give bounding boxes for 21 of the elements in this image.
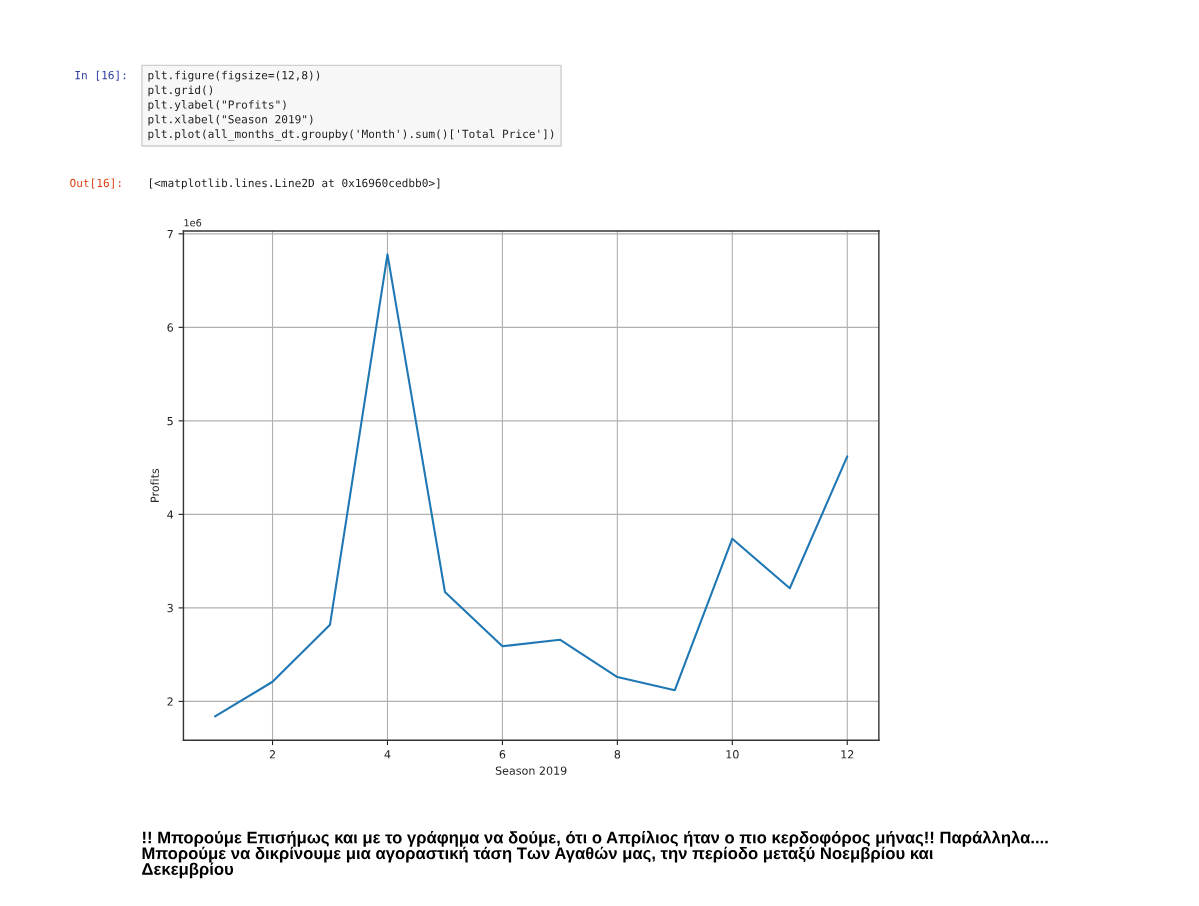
x-tick-label: 6 [499,750,506,759]
y-tick-label: 2 [167,697,173,706]
line-series [214,253,849,718]
text: In [16]: [75,70,126,81]
y-axis-title: Profits [150,468,159,502]
text: Out[16]: [70,178,121,189]
text: !! Μπορούμε Επισήμως και με το γράφημα να δούμε, ότι ο Απρίλιος ήταν ο πιο κερδοφόρος μήνας!! Παράλληλα.... Μπορούμε να δικρίνουμε μια αγοραστική τάση Των Αγαθών μας, την περίοδο μεταξύ Νοεμβρίου και Δεκεμβρίου [142,830,1048,879]
x-tick-label: 8 [614,750,621,759]
y-tick-label: 6 [167,323,174,332]
x-tick-label: 10 [726,750,739,759]
y-tick-label: 3 [167,603,173,613]
y-tick-label: 5 [167,416,173,426]
x-tick-label: 4 [384,750,391,759]
y-tick-label: 7 [167,229,173,239]
x-tick-label: 12 [841,750,854,759]
text: plt.figure(figsize=(12,8)) plt.grid() plt.ylabel("Profits") plt.xlabel("Season 2019") plt.plot(all_months_dt.groupby('Month').sum()['Total Price']) [148,70,554,141]
x-axis-title: Season 2019 [495,766,567,775]
text: [<matplotlib.lines.Line2D at 0x16960cedbb0>] [149,178,440,190]
text: 1e6 [184,219,202,227]
x-tick-label: 2 [269,750,275,759]
y-tick-label: 4 [167,510,174,519]
